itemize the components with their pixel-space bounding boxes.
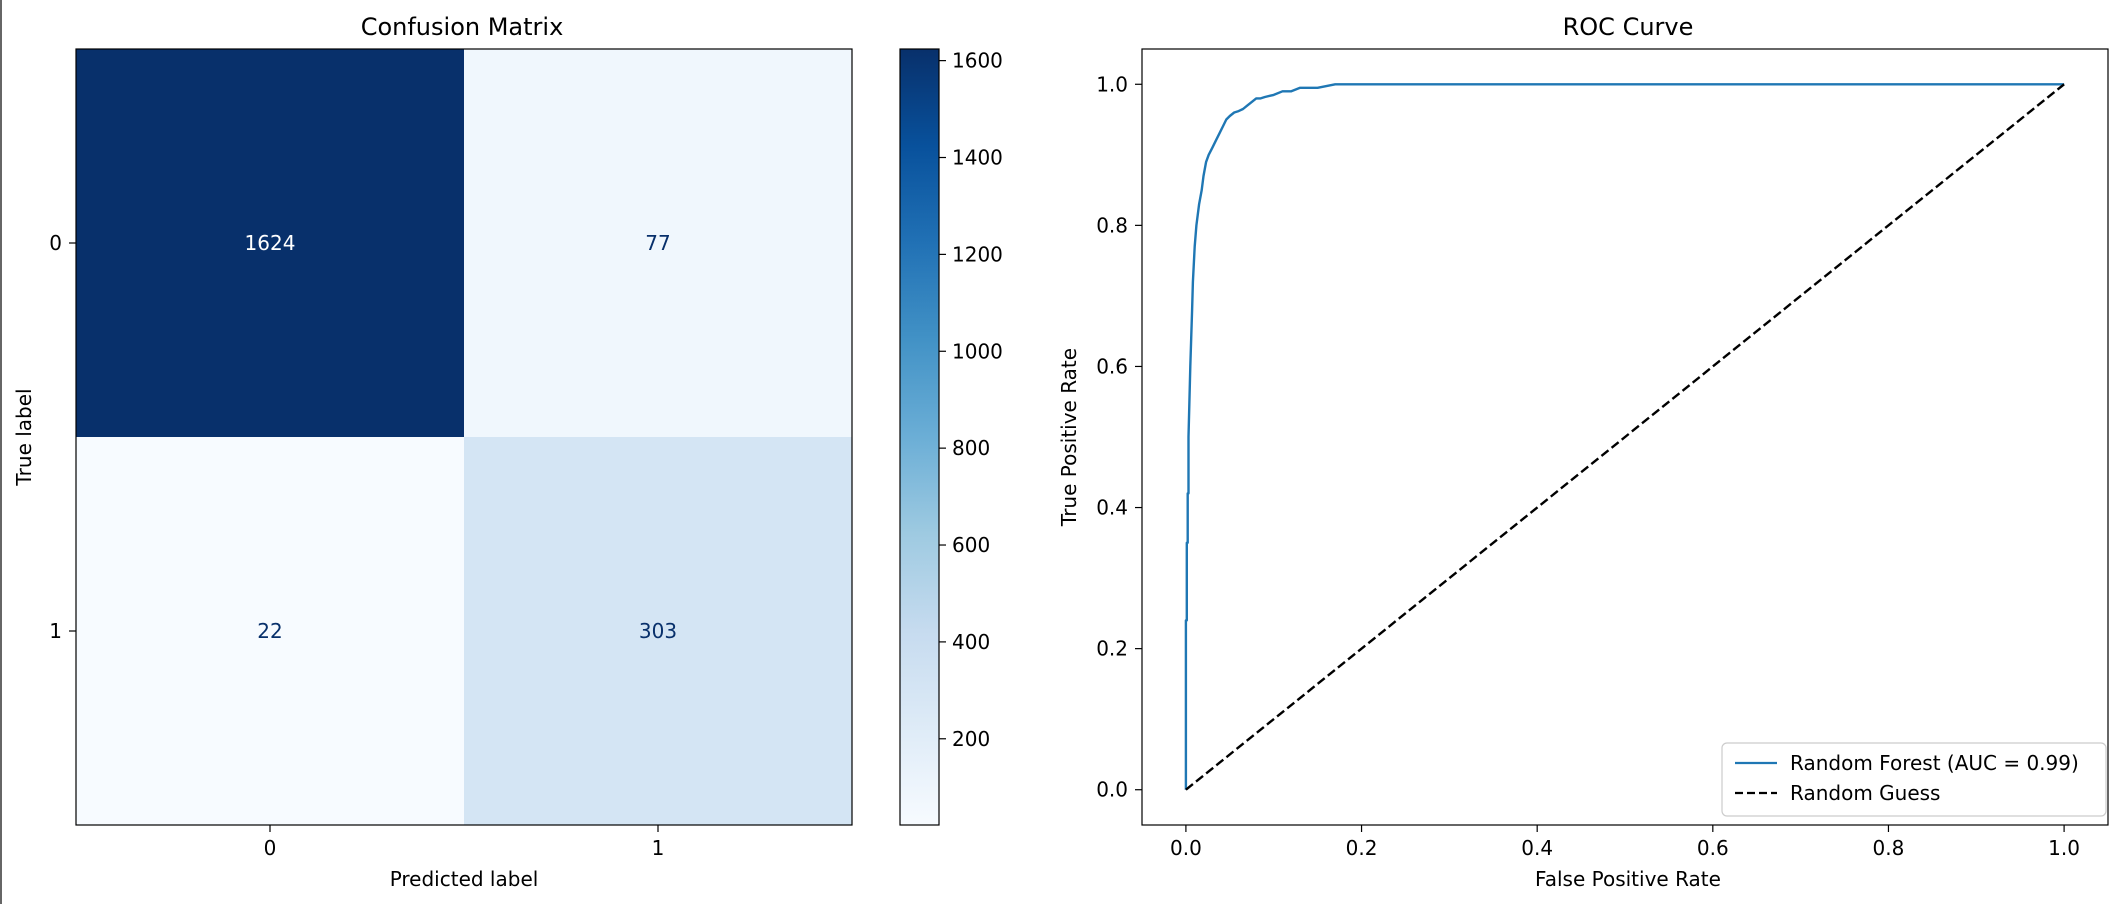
roc-x-tick-label: 0.0 [1170,836,1202,860]
colorbar-tick-label: 1000 [952,339,1003,363]
colorbar-ticks: 200 400 600 800 1000 1200 1400 1600 [939,49,1003,751]
cm-x-tick-label: 1 [652,836,665,860]
cm-cell-0-1 [464,49,852,437]
colorbar-gradient [899,48,940,826]
colorbar-tick-label: 1400 [952,146,1003,170]
roc-x-tick-label: 0.4 [1521,836,1553,860]
roc-x-tick-label: 0.6 [1697,836,1729,860]
cm-cell-value-0-1: 77 [645,231,670,255]
roc-y-tick-label: 0.2 [1096,637,1128,661]
roc-x-label: False Positive Rate [1535,867,1721,891]
roc-title: ROC Curve [1563,13,1694,41]
confusion-matrix-y-ticks: 01 [49,231,76,643]
confusion-matrix-title: Confusion Matrix [361,13,564,41]
roc-y-label: True Positive Rate [1057,348,1081,527]
confusion-matrix-y-label: True label [12,388,36,486]
roc-y-ticks: 0.0 0.2 0.4 0.6 0.8 1.0 [1096,72,1142,802]
roc-panel: ROC Curve 0.0 0.2 0.4 0.6 0.8 1.0 0.00.20.40.… [1057,13,2109,891]
cm-cell-value-1-0: 22 [257,619,282,643]
colorbar-tick-label: 600 [952,533,990,557]
roc-plot-frame [1141,48,2109,826]
colorbar-tick-label: 800 [952,436,990,460]
roc-lines [1184,83,2065,791]
confusion-matrix-cells: 1624 77 22 303 [76,49,852,825]
roc-curve-random-guess [1185,83,2065,791]
cm-cell-value-1-1: 303 [639,619,677,643]
cm-cell-1-1 [464,437,852,825]
cm-cell-0-0 [76,49,464,437]
colorbar-tick-label: 1600 [952,49,1003,73]
cm-y-tick-label: 1 [49,619,62,643]
roc-x-ticks: 0.0 0.2 0.4 0.6 0.8 1.0 [1170,825,2080,860]
roc-legend: Random Forest (AUC = 0.99) Random Guess [1721,742,2107,817]
confusion-matrix-x-label: Predicted label [390,867,539,891]
colorbar-tick-label: 1200 [952,242,1003,266]
roc-y-tick-label: 0.6 [1096,354,1128,378]
cm-cell-value-0-0: 1624 [245,231,296,255]
roc-x-tick-label: 1.0 [2048,836,2080,860]
colorbar: 200 400 600 800 1000 1200 1400 1600 [899,48,1003,826]
roc-legend-label-random-guess: Random Guess [1790,781,1940,805]
roc-y-tick-label: 0.0 [1096,778,1128,802]
cm-y-tick-label: 0 [49,231,62,255]
roc-legend-box [1721,742,2107,817]
roc-y-tick-label: 0.4 [1096,496,1128,520]
colorbar-tick-label: 200 [952,727,990,751]
roc-x-tick-label: 0.2 [1346,836,1378,860]
colorbar-tick-label: 400 [952,630,990,654]
cm-x-tick-label: 0 [264,836,277,860]
roc-x-tick-label: 0.8 [1873,836,1905,860]
roc-legend-label-random-forest: Random Forest (AUC = 0.99) [1790,751,2079,775]
roc-curve-random-forest [1184,83,2065,790]
roc-y-tick-label: 0.8 [1096,213,1128,237]
roc-y-tick-label: 1.0 [1096,72,1128,96]
confusion-matrix-frame [75,48,853,826]
cm-cell-1-0 [76,437,464,825]
